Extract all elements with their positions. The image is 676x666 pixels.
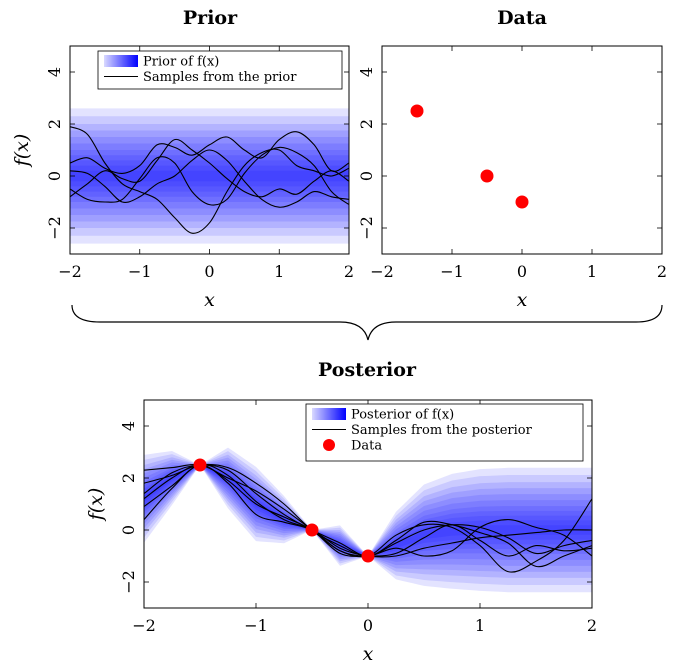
legend-entry-label: Samples from the posterior [351,423,533,438]
x-tick-label: 0 [363,616,373,635]
y-tick-label: 2 [357,119,376,129]
legend-box [305,403,584,462]
band-level-9 [144,465,592,556]
curly-brace [71,304,663,341]
legend-swatch-band [104,55,138,67]
x-tick-label: 2 [657,262,667,281]
sample-line-4 [70,149,349,208]
data-point-2 [361,549,375,563]
y-tick-label: 2 [119,473,138,483]
plot-frame [381,45,663,255]
x-tick-label: −2 [132,616,156,635]
data-point-2 [515,195,529,209]
data-point-0 [410,104,424,118]
y-tick-label: 2 [45,119,64,129]
band-level-1 [144,451,592,586]
data-title: Data [497,7,547,29]
y-tick-label: −2 [357,216,376,240]
y-tick-label: −2 [45,216,64,240]
band-level-5 [70,143,349,209]
band-level-4 [144,460,592,566]
y-tick-label: 0 [119,525,138,535]
y-tick-label: 0 [45,171,64,181]
band-level-10 [144,465,592,556]
band-level-3 [70,130,349,222]
legend: Posterior of f(x)Samples from the poster… [305,403,584,462]
x-axis-label: x [363,643,374,665]
x-tick-label: 0 [517,262,527,281]
legend-box [97,50,343,90]
posterior-panel: −2 −1 0 1 2 −2 0 2 4 x f(x) Posterior of f(x)Sample… [85,399,597,665]
x-tick-label: −1 [440,262,464,281]
band-level-1 [70,116,349,236]
legend-entry-label: Samples from the prior [143,70,297,85]
plot-area [410,104,529,209]
y-axis-label: f(x) [11,134,33,169]
x-tick-label: 1 [587,262,597,281]
sample-lines [70,126,349,234]
legend-swatch-point [323,439,335,451]
x-tick-label: −2 [370,262,394,281]
y-tick-label: 4 [45,67,64,77]
x-tick-label: 0 [204,262,214,281]
plot-area [144,447,592,593]
x-tick-label: 1 [274,262,284,281]
band-level-8 [70,160,349,192]
y-tick-label: 4 [119,421,138,431]
band-level-5 [144,463,592,562]
posterior-title: Posterior [318,359,417,381]
legend-entry-label: Posterior of f(x) [351,408,454,423]
data-points [410,104,529,209]
data-point-0 [193,458,207,472]
x-tick-label: 2 [344,262,354,281]
data-panel: −2 −1 0 1 2 −2 0 2 4 x [357,45,667,311]
y-tick-label: 0 [357,171,376,181]
band-level-0 [70,108,349,244]
band-level-6 [144,465,592,559]
prior-panel: −2 −1 0 1 2 −2 0 2 4 x f(x) Prior of f(x)Samples fr… [11,45,354,311]
band-level-7 [144,465,592,556]
legend-swatch-band [312,408,346,420]
data-point-1 [480,169,494,183]
x-tick-label: 1 [475,616,485,635]
band-level-8 [144,465,592,556]
legend-entry-label: Data [351,439,382,454]
x-tick-label: −1 [128,262,152,281]
legend: Prior of f(x)Samples from the prior [97,50,343,90]
prior-title: Prior [183,7,238,29]
plot-area [70,108,349,244]
sample-line-1 [70,131,349,174]
x-tick-label: 2 [587,616,597,635]
y-tick-label: −2 [119,570,138,594]
x-axis-label: x [517,289,528,311]
x-axis-label: x [204,289,215,311]
x-tick-label: −1 [244,616,268,635]
band-level-2 [144,454,592,578]
x-tick-label: −2 [58,262,82,281]
sample-line-2 [70,138,349,198]
legend-entry-label: Prior of f(x) [143,55,219,70]
y-tick-label: 4 [357,67,376,77]
y-axis-label: f(x) [85,488,107,523]
sample-line-3 [70,146,349,206]
data-points [193,458,375,563]
band-level-4 [70,137,349,215]
data-point-1 [305,523,319,537]
uncertainty-band [70,108,349,244]
sample-line-0 [70,126,349,234]
band-level-3 [144,457,592,572]
